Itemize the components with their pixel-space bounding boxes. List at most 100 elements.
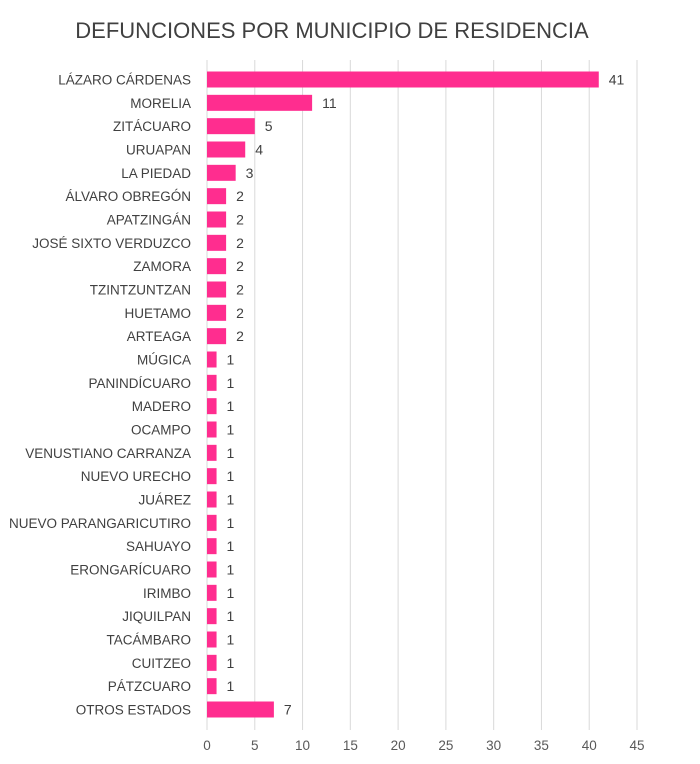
bars (207, 71, 599, 718)
category-label: PÁTZCUARO (108, 679, 191, 694)
category-label: APATZINGÁN (107, 213, 191, 228)
bar (207, 141, 246, 158)
bar (207, 374, 217, 391)
category-label: TZINTZUNTZAN (90, 283, 191, 298)
bar (207, 421, 217, 438)
category-label: NUEVO PARANGARICUTIRO (9, 516, 191, 531)
category-label: PANINDÍCUARO (88, 376, 191, 391)
data-label: 2 (236, 328, 244, 344)
category-label: JOSÉ SIXTO VERDUZCO (32, 236, 191, 251)
category-label: HUETAMO (125, 306, 192, 321)
category-labels: LÁZARO CÁRDENAS MORELIA ZITÁCUARO URUAPAN LA… (9, 73, 191, 718)
bar (207, 328, 227, 345)
data-label: 2 (236, 235, 244, 251)
category-label: IRIMBO (143, 586, 191, 601)
x-tick-label: 15 (343, 738, 358, 753)
gridlines (206, 60, 638, 730)
bar (207, 678, 217, 695)
category-label: LA PIEDAD (121, 166, 191, 181)
category-label: VENUSTIANO CARRANZA (25, 446, 191, 461)
data-label: 41 (609, 72, 625, 88)
x-tick-label: 25 (438, 738, 453, 753)
data-label: 1 (227, 422, 235, 438)
chart-title: DEFUNCIONES POR MUNICIPIO DE RESIDENCIA (75, 18, 589, 43)
bar (207, 188, 227, 205)
category-label: NUEVO URECHO (81, 469, 191, 484)
data-label: 1 (227, 445, 235, 461)
data-label: 1 (227, 352, 235, 368)
category-label: MORELIA (130, 96, 191, 111)
category-label: MADERO (132, 399, 191, 414)
data-label: 1 (227, 585, 235, 601)
bar (207, 234, 227, 251)
bar (207, 631, 217, 648)
bar (207, 211, 227, 228)
category-label: ERONGARÍCUARO (70, 563, 191, 578)
bar (207, 164, 236, 181)
category-label: JUÁREZ (138, 493, 191, 508)
data-label: 1 (227, 492, 235, 508)
bar (207, 584, 217, 601)
category-label: LÁZARO CÁRDENAS (58, 73, 191, 88)
bar (207, 398, 217, 415)
data-label: 2 (236, 258, 244, 274)
bar (207, 468, 217, 485)
bar (207, 561, 217, 578)
data-label: 4 (255, 142, 263, 158)
data-label: 1 (227, 678, 235, 694)
bar (207, 654, 217, 671)
category-label: OCAMPO (131, 423, 191, 438)
x-tick-label: 40 (582, 738, 597, 753)
data-label: 5 (265, 118, 273, 134)
data-label: 1 (227, 468, 235, 484)
x-tick-label: 20 (391, 738, 406, 753)
category-label: ZITÁCUARO (113, 119, 191, 134)
x-tick-label: 30 (486, 738, 501, 753)
category-label: SAHUAYO (126, 539, 191, 554)
category-label: TACÁMBARO (106, 633, 191, 648)
data-label: 1 (227, 538, 235, 554)
bar (207, 71, 599, 88)
data-label: 1 (227, 562, 235, 578)
data-label: 7 (284, 702, 292, 718)
bar (207, 281, 227, 298)
category-label: URUAPAN (126, 143, 191, 158)
category-label: ARTEAGA (127, 329, 191, 344)
data-label: 1 (227, 398, 235, 414)
bar (207, 351, 217, 368)
data-label: 2 (236, 188, 244, 204)
data-label: 1 (227, 515, 235, 531)
bar (207, 94, 313, 111)
data-label: 1 (227, 375, 235, 391)
data-label: 2 (236, 305, 244, 321)
x-tick-label: 35 (534, 738, 549, 753)
bar (207, 701, 274, 718)
category-label: CUITZEO (132, 656, 191, 671)
data-label: 1 (227, 655, 235, 671)
x-tick-label: 10 (295, 738, 310, 753)
data-label: 2 (236, 282, 244, 298)
data-label: 11 (322, 95, 337, 111)
x-tick-label: 0 (203, 738, 211, 753)
category-label: ZAMORA (133, 259, 191, 274)
data-label: 2 (236, 212, 244, 228)
bar (207, 491, 217, 508)
data-label: 1 (227, 608, 235, 624)
bar (207, 608, 217, 625)
x-axis-ticks: 0 5 10 15 20 25 30 35 40 45 (203, 738, 644, 753)
x-tick-label: 5 (251, 738, 259, 753)
data-label: 3 (246, 165, 254, 181)
category-label: ÁLVARO OBREGÓN (65, 189, 191, 204)
category-label: OTROS ESTADOS (76, 703, 191, 718)
bar (207, 304, 227, 321)
bar (207, 258, 227, 275)
bar (207, 118, 255, 135)
category-label: JIQUILPAN (122, 609, 191, 624)
category-label: MÚGICA (137, 353, 191, 368)
x-tick-label: 45 (629, 738, 644, 753)
data-label: 1 (227, 632, 235, 648)
bar (207, 444, 217, 461)
